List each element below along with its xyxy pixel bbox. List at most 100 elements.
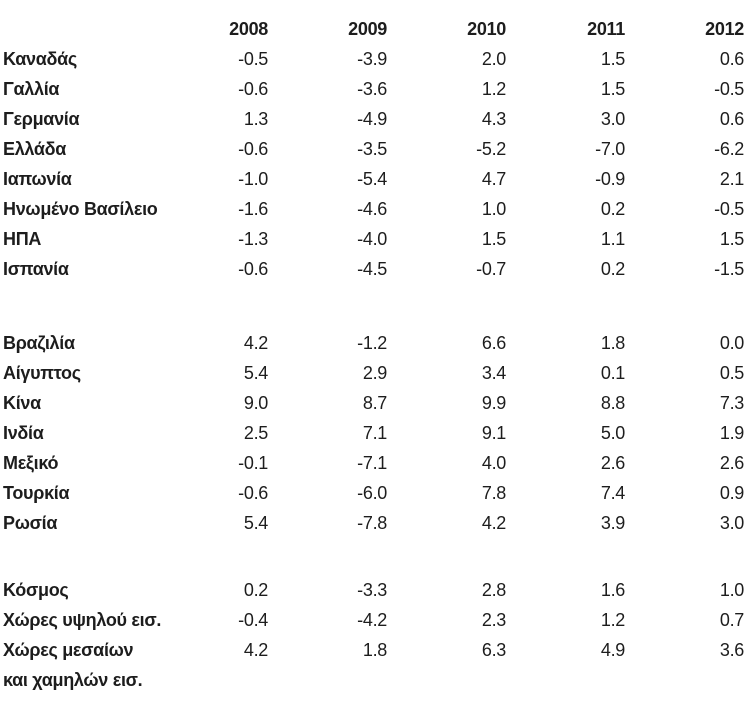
value-cell: -0.9 [595, 169, 625, 189]
row-label: Ηνωμένο Βασίλειο [3, 199, 158, 219]
value-cell: -0.6 [238, 483, 268, 503]
year-column-header: 2009 [348, 19, 387, 39]
row-label: Χώρες υψηλού εισ. [3, 610, 162, 630]
value-cell: 5.4 [243, 513, 268, 533]
value-cell: 0.6 [719, 49, 744, 69]
table-row: Γερμανία 1.3 -4.9 4.3 3.0 0.6 [0, 104, 750, 134]
table-row: Κόσμος 0.2 -3.3 2.8 1.6 1.0 [0, 575, 750, 605]
table-row: Ιαπωνία -1.0 -5.4 4.7 -0.9 2.1 [0, 164, 750, 194]
value-cell: 4.0 [481, 453, 506, 473]
value-cell: -4.0 [357, 229, 387, 249]
row-label: Κόσμος [3, 580, 69, 600]
table-row: Χώρες υψηλού εισ. -0.4 -4.2 2.3 1.2 0.7 [0, 605, 750, 635]
value-cell: 1.6 [600, 580, 625, 600]
value-cell: 4.3 [481, 109, 506, 129]
value-cell: 9.1 [481, 423, 506, 443]
value-cell: 4.7 [481, 169, 506, 189]
value-cell: 0.9 [719, 483, 744, 503]
row-label: και χαμηλών εισ. [3, 670, 143, 690]
value-cell: 2.8 [481, 580, 506, 600]
table-row: Καναδάς -0.5 -3.9 2.0 1.5 0.6 [0, 44, 750, 74]
value-cell: 2.6 [719, 453, 744, 473]
group-spacer [0, 538, 750, 575]
value-cell: -5.2 [476, 139, 506, 159]
value-cell: -0.7 [476, 259, 506, 279]
value-cell: 1.0 [481, 199, 506, 219]
value-cell: 7.3 [719, 393, 744, 413]
value-cell: 5.4 [243, 363, 268, 383]
value-cell: 0.2 [600, 259, 625, 279]
year-column-header: 2011 [587, 19, 625, 39]
row-label: ΗΠΑ [3, 229, 42, 249]
value-cell: -6.0 [357, 483, 387, 503]
value-cell: 8.7 [362, 393, 387, 413]
value-cell: -4.9 [357, 109, 387, 129]
value-cell: 4.2 [243, 333, 268, 353]
value-cell: 2.1 [719, 169, 744, 189]
value-cell: 1.5 [481, 229, 506, 249]
value-cell: -4.6 [357, 199, 387, 219]
row-label: Γαλλία [3, 79, 60, 99]
value-cell: 6.3 [481, 640, 506, 660]
value-cell: -1.5 [714, 259, 744, 279]
row-label: Καναδάς [3, 49, 77, 69]
row-label: Ισπανία [3, 259, 69, 279]
table-row: Μεξικό -0.1 -7.1 4.0 2.6 2.6 [0, 448, 750, 478]
value-cell: -3.3 [357, 580, 387, 600]
table-row: Ρωσία 5.4 -7.8 4.2 3.9 3.0 [0, 508, 750, 538]
row-label: Ρωσία [3, 513, 58, 533]
value-cell: -0.1 [238, 453, 268, 473]
value-cell: 1.1 [600, 229, 625, 249]
value-cell: 1.5 [600, 79, 625, 99]
value-cell: 4.2 [243, 640, 268, 660]
value-cell: 2.9 [362, 363, 387, 383]
value-cell: 4.2 [481, 513, 506, 533]
value-cell: 7.4 [600, 483, 625, 503]
row-label: Κίνα [3, 393, 41, 413]
table-row: Αίγυπτος 5.4 2.9 3.4 0.1 0.5 [0, 358, 750, 388]
value-cell: -0.6 [238, 139, 268, 159]
value-cell: 1.5 [719, 229, 744, 249]
row-label: Βραζιλία [3, 333, 75, 353]
row-label: Ιαπωνία [3, 169, 72, 189]
value-cell: -0.6 [238, 259, 268, 279]
table-row: Ινδία 2.5 7.1 9.1 5.0 1.9 [0, 418, 750, 448]
value-cell: 1.3 [243, 109, 268, 129]
value-cell: -1.0 [238, 169, 268, 189]
value-cell: 6.6 [481, 333, 506, 353]
value-cell: -0.5 [714, 199, 744, 219]
row-label: Αίγυπτος [3, 363, 81, 383]
value-cell: 7.1 [362, 423, 387, 443]
value-cell: 0.7 [719, 610, 744, 630]
value-cell: -7.0 [595, 139, 625, 159]
value-cell [155, 665, 274, 695]
value-cell: 7.8 [481, 483, 506, 503]
value-cell: -3.6 [357, 79, 387, 99]
value-cell: 5.0 [600, 423, 625, 443]
header-row: 2008 2009 2010 2011 2012 [0, 14, 750, 44]
value-cell [631, 665, 750, 695]
value-cell: 0.0 [719, 333, 744, 353]
value-cell [512, 665, 631, 695]
value-cell: 8.8 [600, 393, 625, 413]
table-row: Γαλλία -0.6 -3.6 1.2 1.5 -0.5 [0, 74, 750, 104]
value-cell: -3.5 [357, 139, 387, 159]
value-cell: 3.0 [719, 513, 744, 533]
table-row: Ελλάδα -0.6 -3.5 -5.2 -7.0 -6.2 [0, 134, 750, 164]
value-cell: 2.6 [600, 453, 625, 473]
value-cell: 2.5 [243, 423, 268, 443]
row-label: Ινδία [3, 423, 44, 443]
value-cell: 1.2 [600, 610, 625, 630]
table-body: Καναδάς -0.5 -3.9 2.0 1.5 0.6 Γαλλία -0.6 -3.6 1.… [0, 44, 750, 695]
table-row: Ηνωμένο Βασίλειο -1.6 -4.6 1.0 0.2 -0.5 [0, 194, 750, 224]
value-cell: 0.6 [719, 109, 744, 129]
year-column-header: 2010 [467, 19, 506, 39]
table-row: Βραζιλία 4.2 -1.2 6.6 1.8 0.0 [0, 328, 750, 358]
row-label: Μεξικό [3, 453, 59, 473]
row-label: Χώρες μεσαίων [3, 640, 134, 660]
value-cell: 1.8 [362, 640, 387, 660]
header-corner-cell [0, 14, 155, 44]
value-cell: 2.0 [481, 49, 506, 69]
table-row: Κίνα 9.0 8.7 9.9 8.8 7.3 [0, 388, 750, 418]
value-cell: 1.9 [719, 423, 744, 443]
